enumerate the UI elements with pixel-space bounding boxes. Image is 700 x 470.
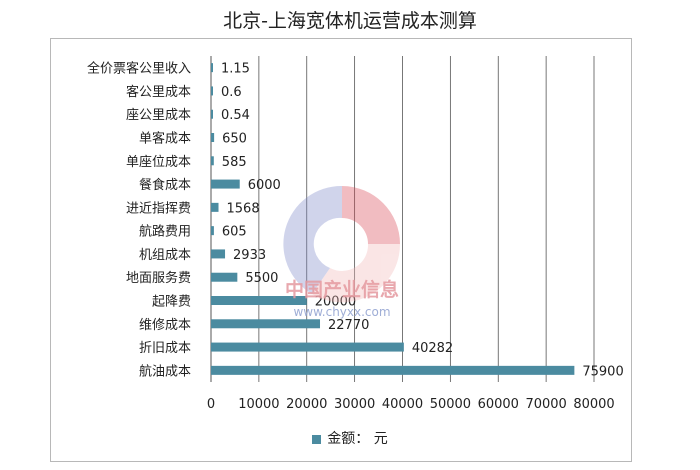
- category-label: 机组成本: [139, 248, 191, 263]
- data-label: 40282: [412, 341, 453, 356]
- data-label: 0.54: [221, 108, 250, 123]
- bar: [211, 342, 404, 352]
- category-label: 单座位成本: [126, 155, 191, 170]
- category-label: 航油成本: [139, 363, 191, 379]
- x-tick-label: 30000: [334, 397, 375, 412]
- legend-swatch: [312, 434, 322, 444]
- bar: [211, 179, 240, 189]
- x-tick-label: 40000: [382, 397, 423, 412]
- data-label: 6000: [248, 178, 281, 193]
- bar: [211, 249, 226, 259]
- bar: [211, 133, 215, 142]
- category-label: 座公里成本: [126, 108, 191, 123]
- data-label: 605: [222, 225, 247, 240]
- data-label: 0.6: [221, 85, 242, 100]
- category-label: 维修成本: [139, 318, 191, 333]
- x-tick-label: 0: [207, 397, 215, 412]
- bar: [211, 272, 238, 282]
- x-tick-label: 50000: [430, 397, 471, 412]
- grid-lines: [210, 56, 595, 382]
- chart-title: 北京-上海宽体机运营成本测算: [223, 10, 477, 32]
- data-label: 1.15: [221, 62, 250, 77]
- legend: 金额： 元: [0, 428, 700, 448]
- category-label: 航路费用: [139, 224, 191, 240]
- category-label: 餐食成本: [139, 177, 191, 193]
- category-label: 起降费: [152, 295, 191, 310]
- x-tick-label: 80000: [573, 397, 614, 412]
- category-labels: 全价票客公里收入客公里成本座公里成本单客成本单座位成本餐食成本进近指挥费航路费用…: [87, 61, 191, 380]
- bar: [211, 296, 307, 305]
- bar: [211, 156, 214, 166]
- category-label: 进近指挥费: [126, 201, 191, 216]
- data-label: 75900: [582, 364, 623, 379]
- category-label: 全价票客公里收入: [87, 61, 191, 77]
- x-tick-label: 70000: [525, 397, 566, 412]
- bar: [211, 63, 213, 73]
- data-label: 5500: [245, 271, 278, 286]
- data-label: 2933: [233, 248, 266, 263]
- bars: [211, 63, 575, 375]
- bar: [211, 109, 213, 119]
- legend-label: 金额： 元: [327, 431, 388, 447]
- x-tick-label: 10000: [238, 397, 279, 412]
- bar: [211, 365, 575, 375]
- bar: [211, 202, 219, 212]
- category-label: 客公里成本: [126, 84, 191, 100]
- data-label: 585: [222, 155, 247, 170]
- x-tick-label: 60000: [478, 397, 519, 412]
- bar: [211, 319, 321, 329]
- data-label: 20000: [315, 295, 356, 310]
- category-label: 单客成本: [139, 131, 191, 147]
- category-label: 地面服务费: [126, 270, 191, 286]
- bar: [211, 86, 213, 96]
- chart-frame: [50, 38, 632, 462]
- data-label: 650: [222, 132, 247, 147]
- bar: [211, 226, 214, 236]
- x-tick-labels: 0 10000 20000 30000 40000 50000 60000 70000 8000…: [207, 397, 615, 412]
- data-label: 22770: [328, 318, 369, 333]
- data-label: 1568: [227, 201, 260, 216]
- category-label: 折旧成本: [139, 341, 191, 356]
- x-tick-label: 20000: [286, 397, 327, 412]
